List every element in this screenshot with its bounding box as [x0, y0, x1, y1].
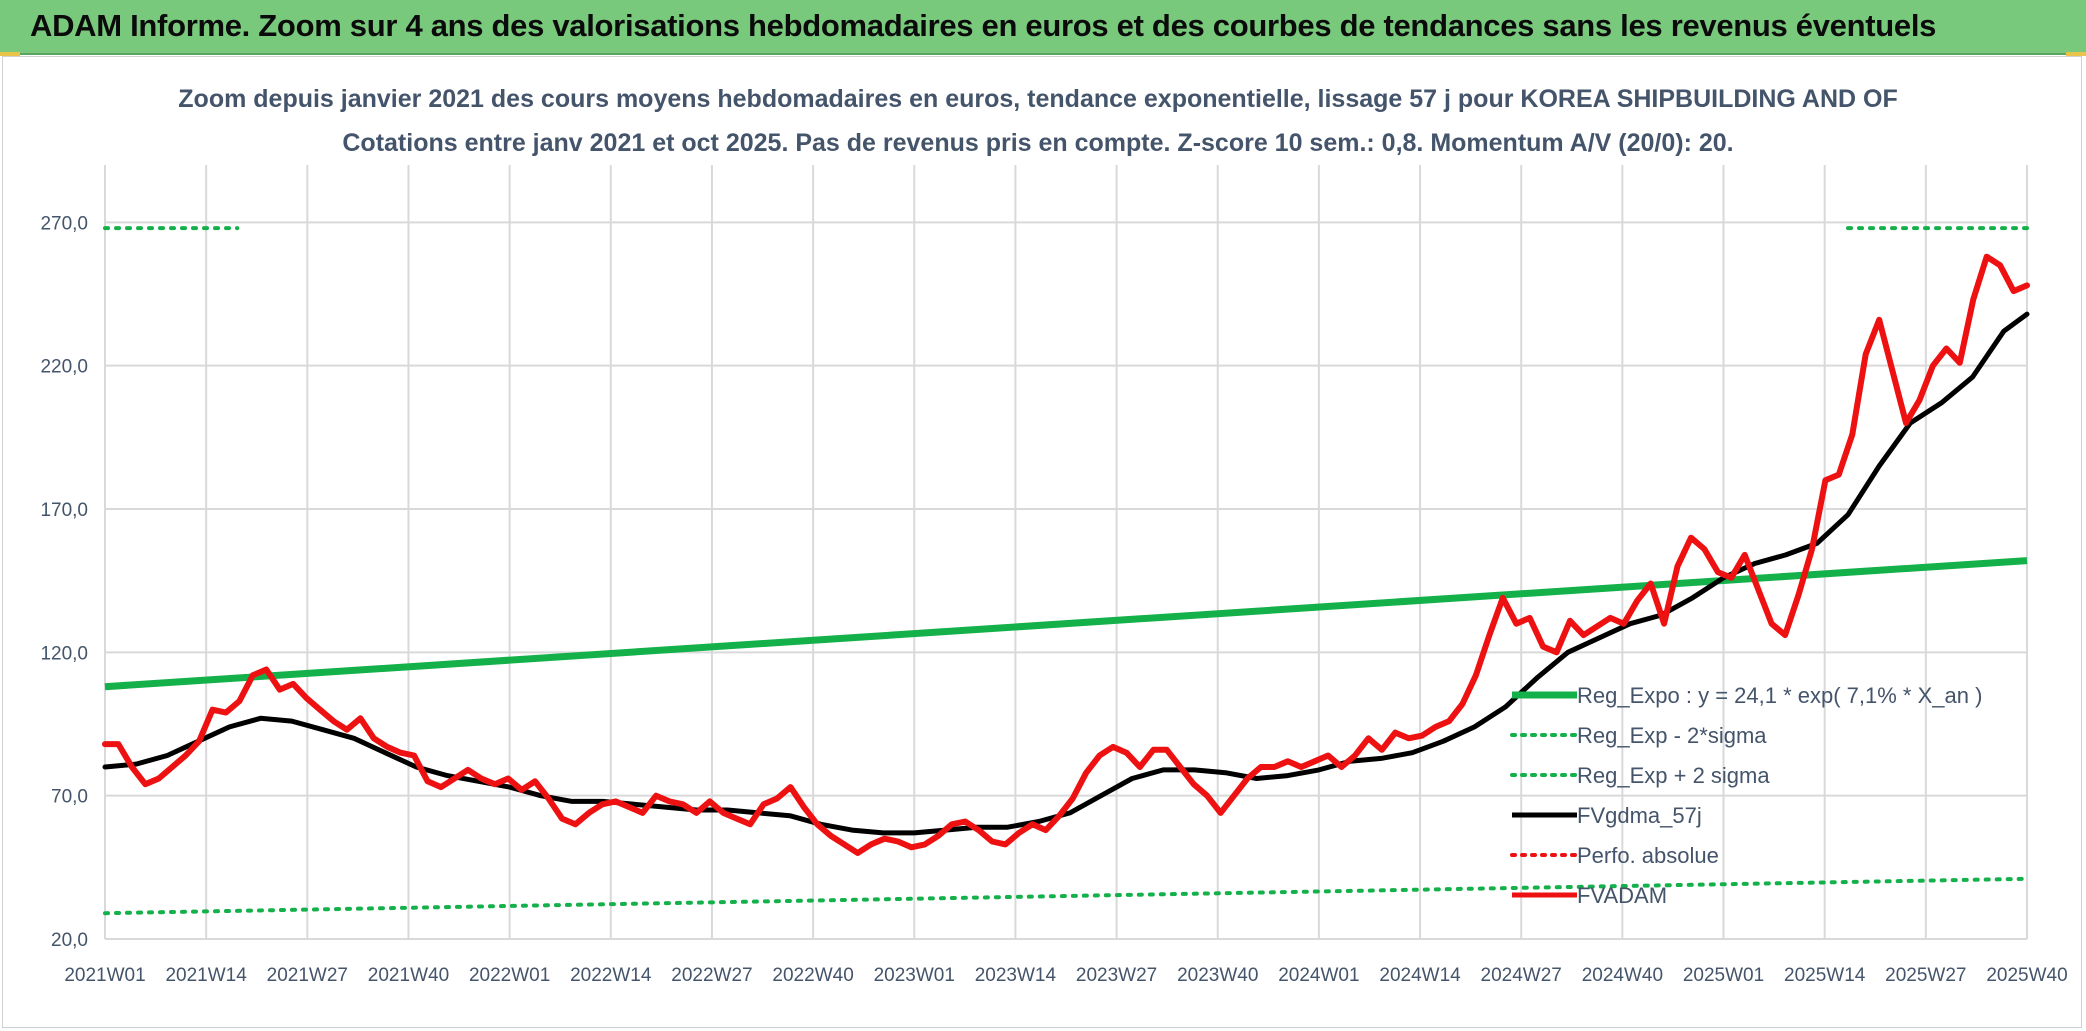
x-axis: 2021W01 2021W14 2021W27 2021W40 2022W01 2022W… [64, 965, 2067, 986]
x-tick-label: 2025W27 [1885, 965, 1966, 986]
legend-item: Perfo. absolue [1510, 843, 1719, 868]
legend-label: Perfo. absolue [1577, 843, 1719, 868]
y-tick-label: 220,0 [40, 357, 88, 378]
x-tick-label: 2023W14 [975, 965, 1057, 986]
x-tick-label: 2024W27 [1481, 965, 1562, 986]
x-tick-label: 2022W27 [671, 965, 752, 986]
legend-item: FVADAM [1512, 883, 1667, 908]
series-fvadam [102, 253, 2030, 856]
y-tick-label: 120,0 [40, 643, 88, 664]
right-corner-mark [2066, 52, 2086, 56]
x-tick-label: 2023W40 [1177, 965, 1258, 986]
legend-label: Reg_Exp + 2 sigma [1577, 763, 1770, 788]
x-tick-label: 2025W01 [1683, 965, 1764, 986]
x-tick-label: 2021W14 [165, 965, 247, 986]
x-tick-label: 2021W40 [368, 965, 449, 986]
y-tick-label: 170,0 [40, 500, 88, 521]
legend-item: Reg_Exp + 2 sigma [1510, 763, 1770, 788]
series-layer [102, 226, 2030, 916]
legend-label: FVADAM [1577, 883, 1667, 908]
chart-legend: Reg_Expo : y = 24,1 * exp( 7,1% * X_an )… [1510, 683, 1982, 908]
x-tick-label: 2023W27 [1076, 965, 1157, 986]
series-reg-expo [104, 557, 2028, 691]
chart-title-line1: Zoom depuis janvier 2021 des cours moyen… [178, 85, 1897, 113]
chart-frame [2, 56, 2082, 1028]
legend-item: FVgdma_57j [1512, 803, 1702, 828]
y-tick-label: 70,0 [51, 787, 88, 808]
x-tick-label: 2021W01 [64, 965, 145, 986]
chart-title-line2: Cotations entre janv 2021 et oct 2025. P… [342, 129, 1733, 157]
series-fvgdma-57j [102, 311, 2030, 836]
x-tick-label: 2024W01 [1278, 965, 1359, 986]
x-tick-label: 2024W40 [1582, 965, 1663, 986]
gridlines [104, 165, 2028, 940]
report-banner: ADAM Informe. Zoom sur 4 ans des valoris… [0, 0, 2086, 55]
x-tick-label: 2022W14 [570, 965, 652, 986]
x-tick-label: 2023W01 [874, 965, 955, 986]
legend-item: Reg_Expo : y = 24,1 * exp( 7,1% * X_an ) [1512, 683, 1982, 708]
legend-item: Reg_Exp - 2*sigma [1510, 723, 1767, 748]
x-tick-label: 2025W14 [1784, 965, 1866, 986]
series-reg-exp-2-sigma [103, 876, 2029, 916]
x-tick-label: 2021W27 [267, 965, 348, 986]
x-tick-label: 2022W01 [469, 965, 550, 986]
x-tick-label: 2024W14 [1379, 965, 1461, 986]
y-axis: 20,0 70,0 120,0 170,0 220,0 270,0 [40, 213, 88, 951]
report-title: ADAM Informe. Zoom sur 4 ans des valoris… [30, 8, 1937, 43]
x-tick-label: 2025W40 [1986, 965, 2067, 986]
legend-label: FVgdma_57j [1577, 803, 1702, 828]
left-corner-mark [0, 52, 20, 56]
chart-title: Zoom depuis janvier 2021 des cours moyen… [178, 85, 1897, 157]
legend-label: Reg_Exp - 2*sigma [1577, 723, 1767, 748]
x-tick-label: 2022W40 [772, 965, 853, 986]
legend-label: Reg_Expo : y = 24,1 * exp( 7,1% * X_an ) [1577, 683, 1982, 708]
y-tick-label: 270,0 [40, 213, 88, 234]
y-tick-label: 20,0 [51, 930, 88, 951]
